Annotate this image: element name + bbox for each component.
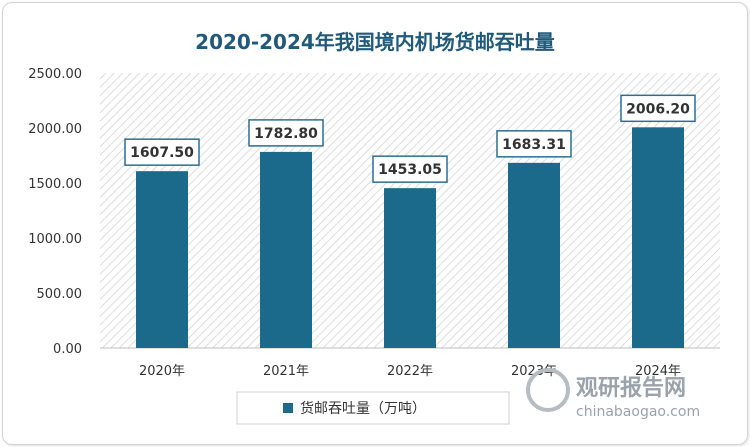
legend-frame [236, 391, 510, 425]
x-tick-label: 2024年 [635, 364, 681, 379]
chart-title: 2020-2024年我国境内机场货邮吞吐量 [195, 30, 555, 54]
legend: 货邮吞吐量（万吨） [236, 391, 510, 425]
x-tick-label: 2023年 [511, 364, 557, 379]
legend-label: 货邮吞吐量（万吨） [300, 400, 426, 417]
data-label-box [620, 94, 696, 123]
y-tick-label: 2000.00 [28, 122, 82, 137]
legend-swatch [283, 403, 293, 413]
data-label-box [372, 155, 448, 183]
watermark: 观研报告网 chinabaogao.com [526, 368, 700, 420]
data-label: 1607.50 [130, 145, 194, 161]
bar-3 [508, 162, 560, 348]
watermark-url: chinabaogao.com [576, 404, 700, 420]
x-axis-ticks: 2020年 2021年 2022年 2023年 2024年 [139, 364, 681, 379]
data-label-box [496, 130, 572, 158]
x-tick-label: 2021年 [263, 364, 309, 379]
y-tick-label: 1000.00 [28, 232, 82, 247]
bar-4 [632, 127, 684, 349]
x-tick-label: 2020年 [139, 364, 185, 379]
watermark-name: 观研报告网 [576, 376, 686, 401]
data-labels-group: 1607.50 1782.80 1453.05 1683.31 2006.20 [124, 94, 696, 183]
data-label: 1782.80 [254, 126, 318, 142]
bars-group [136, 127, 684, 349]
y-tick-label: 500.00 [37, 287, 83, 302]
x-tick-label: 2022年 [387, 364, 433, 379]
bar-2 [384, 188, 436, 348]
bar-0 [136, 171, 188, 348]
y-tick-label: 2500.00 [28, 67, 82, 82]
y-tick-label: 1500.00 [28, 177, 82, 192]
y-tick-label: 0.00 [53, 342, 82, 357]
bar-1 [260, 151, 312, 348]
data-label: 1683.31 [502, 137, 566, 153]
data-label-box [124, 138, 200, 166]
data-label: 2006.20 [626, 101, 690, 117]
watermark-logo [526, 368, 570, 412]
y-axis-ticks: 0.00 500.00 1000.00 1500.00 2000.00 2500.00 [28, 67, 82, 357]
data-label-box [248, 119, 324, 147]
data-label: 1453.05 [378, 162, 442, 178]
